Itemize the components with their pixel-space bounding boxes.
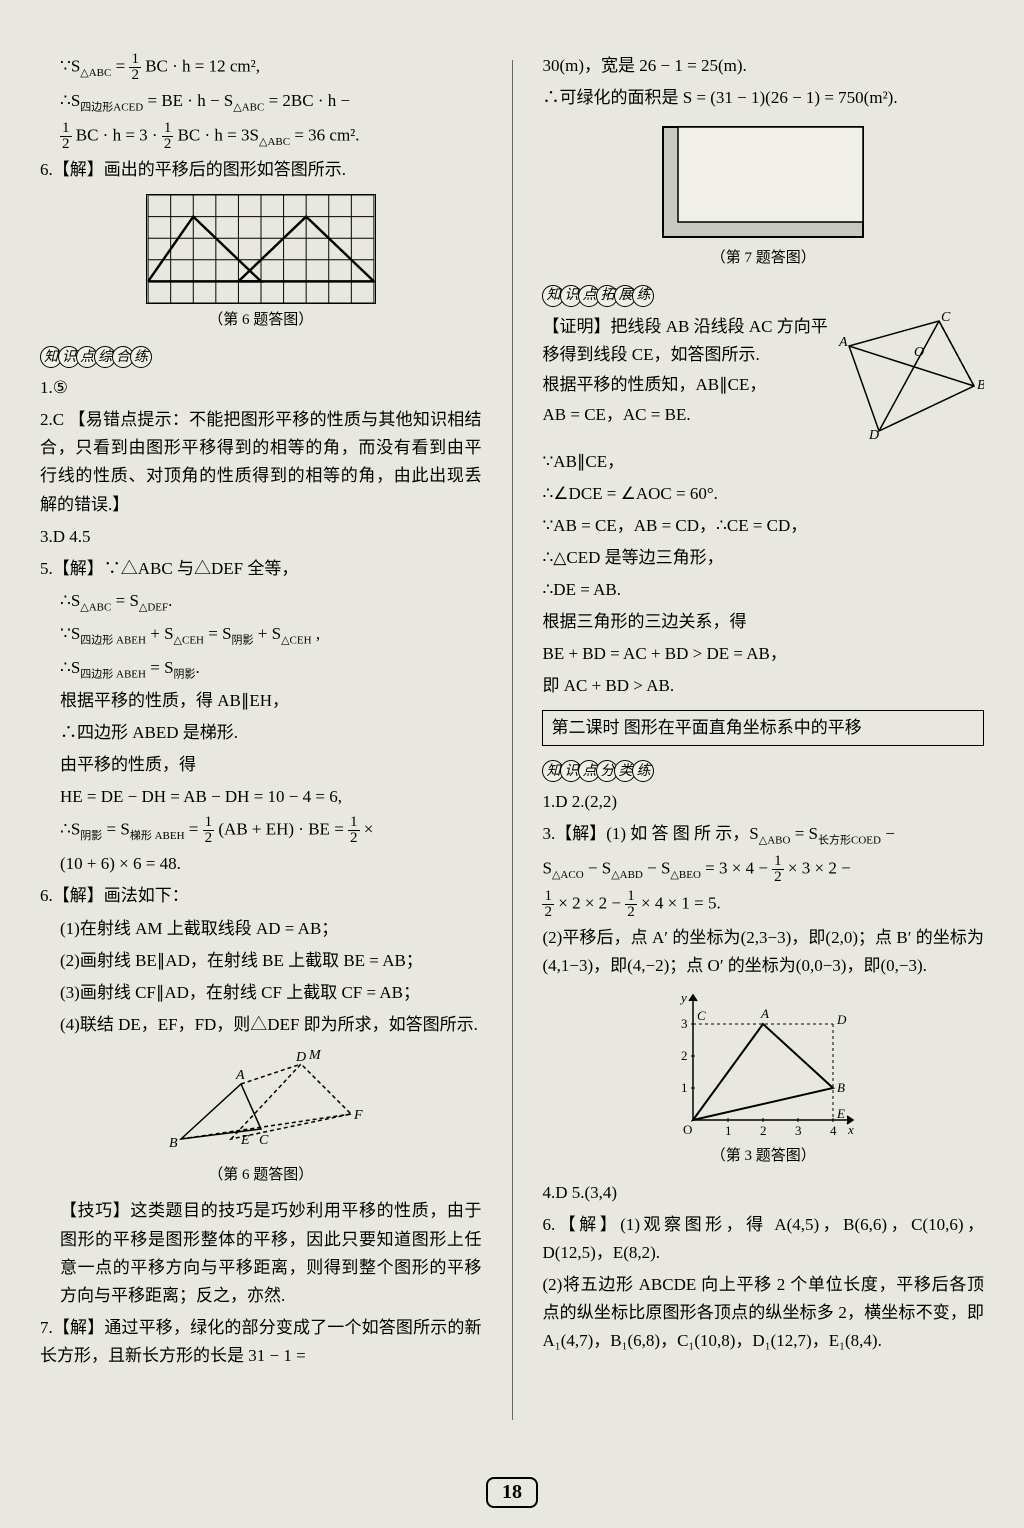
svg-text:C: C xyxy=(941,311,951,325)
b1: 1.D 2.(2,2) xyxy=(542,788,984,816)
section-badge-1: 知 识 点 综 合 练 xyxy=(40,346,482,368)
section-badge-3: 知 识 点 分 类 练 xyxy=(542,760,984,782)
p8: ∴DE = AB. xyxy=(542,576,984,604)
ans-1: 1.⑤ xyxy=(40,374,482,402)
proof-block: 【证明】把线段 AB 沿线段 AC 方向平移得到线段 CE，如答图所示. 根据平… xyxy=(542,311,984,446)
q6-text: 6.【解】画出的平移后的图形如答图所示. xyxy=(40,156,482,184)
column-divider xyxy=(512,60,513,1420)
figure-caption: （第 6 题答图） xyxy=(208,1163,313,1188)
ans-7: 7.【解】通过平移，绿化的部分变成了一个如答图所示的新长方形，且新长方形的长是 … xyxy=(40,1314,482,1370)
ans-5-7: 由平移的性质，得 xyxy=(40,751,482,779)
svg-text:2: 2 xyxy=(681,1048,688,1063)
left-column: ∵S△ABC = 12 BC · h = 12 cm², ∴S四边形ACED =… xyxy=(40,50,482,1430)
ans-5-4: ∴S四边形 ABEH = S阴影. xyxy=(40,654,482,684)
b3h: (2)平移后，点 A′ 的坐标为(2,3−3)，即(2,0)；点 B′ 的坐标为… xyxy=(542,924,984,980)
svg-text:F: F xyxy=(353,1108,363,1123)
svg-text:D: D xyxy=(295,1050,306,1065)
section-title: 第二课时 图形在平面直角坐标系中的平移 xyxy=(542,710,984,746)
svg-text:D: D xyxy=(868,428,879,443)
page-number: 18 xyxy=(486,1477,538,1508)
ans-5-3: ∵S四边形 ABEH + S△CEH = S阴影 + S△CEH , xyxy=(40,620,482,650)
b3-line2: S△ACO − S△ABD − S△BEO = 3 × 4 − 12 × 3 ×… xyxy=(542,854,984,885)
svg-text:A: A xyxy=(760,1006,769,1021)
ans-5-6: ∴四边形 ABED 是梯形. xyxy=(40,719,482,747)
figure-3: 1 2 3 4 1 2 3 O x y A B C D E （第 3 题答图 xyxy=(542,990,984,1169)
eq-line: ∵S△ABC = 12 BC · h = 12 cm², xyxy=(40,52,482,83)
svg-text:1: 1 xyxy=(681,1080,688,1095)
figure-7: （第 7 题答图） xyxy=(542,122,984,271)
figure-caption: （第 7 题答图） xyxy=(711,246,816,271)
rect-svg xyxy=(658,122,868,242)
svg-text:C: C xyxy=(697,1008,706,1023)
svg-text:A: A xyxy=(235,1068,245,1083)
svg-text:y: y xyxy=(679,990,687,1005)
svg-text:D: D xyxy=(836,1012,847,1027)
figure-caption: （第 3 题答图） xyxy=(711,1144,816,1169)
r2: ∴可绿化的面积是 S = (31 − 1)(26 − 1) = 750(m²). xyxy=(542,84,984,112)
eq-line: 12 BC · h = 3 · 12 BC · h = 3S△ABC = 36 … xyxy=(40,121,482,152)
r1: 30(m)，宽是 26 − 1 = 25(m). xyxy=(542,52,984,80)
ans-5-10: (10 + 6) × 6 = 48. xyxy=(40,850,482,878)
p11: 即 AC + BD > AB. xyxy=(542,672,984,700)
svg-text:E: E xyxy=(240,1133,250,1148)
b6-2: (2)将五边形 ABCDE 向上平移 2 个单位长度，平移后各顶点的纵坐标比原图… xyxy=(542,1271,984,1355)
ans-6-5: (4)联结 DE，EF，FD，则△DEF 即为所求，如答图所示. xyxy=(40,1011,482,1039)
ans-6-4: (3)画射线 CF∥AD，在射线 CF 上截取 CF = AB； xyxy=(40,979,482,1007)
ans-6-3: (2)画射线 BE∥AD，在射线 BE 上截取 BE = AB； xyxy=(40,947,482,975)
figure-caption: （第 6 题答图） xyxy=(208,308,313,333)
p6: ∵AB = CE，AB = CD，∴CE = CD， xyxy=(542,512,984,540)
right-column: 30(m)，宽是 26 − 1 = 25(m). ∴可绿化的面积是 S = (3… xyxy=(542,50,984,1430)
ans-3: 3.D 4.5 xyxy=(40,523,482,551)
ans-5-9: ∴S阴影 = S梯形 ABEH = 12 (AB + EH) · BE = 12… xyxy=(40,815,482,846)
svg-text:B: B xyxy=(837,1080,845,1095)
svg-text:3: 3 xyxy=(795,1123,802,1138)
p3: AB = CE，AC = BE. xyxy=(542,401,828,429)
svg-text:x: x xyxy=(847,1122,854,1137)
svg-text:O: O xyxy=(914,345,924,360)
ans-6-2: (1)在射线 AM 上截取线段 AD = AB； xyxy=(40,915,482,943)
grid-svg xyxy=(146,194,376,304)
eq-line: ∴S四边形ACED = BE · h − S△ABC = 2BC · h − xyxy=(40,87,482,117)
p4: ∵AB∥CE， xyxy=(542,448,984,476)
svg-text:E: E xyxy=(836,1106,845,1121)
svg-text:3: 3 xyxy=(681,1016,688,1031)
svg-text:B: B xyxy=(977,378,984,393)
p9: 根据三角形的三边关系，得 xyxy=(542,608,984,636)
ans-5-2: ∴S△ABC = S△DEF. xyxy=(40,587,482,617)
svg-text:O: O xyxy=(683,1122,692,1137)
svg-text:4: 4 xyxy=(830,1123,837,1138)
p10: BE + BD = AC + BD > DE = AB， xyxy=(542,640,984,668)
b4: 4.D 5.(3,4) xyxy=(542,1179,984,1207)
figure-6b: A B C D E F M （第 6 题答图） xyxy=(40,1049,482,1188)
svg-text:C: C xyxy=(259,1133,269,1148)
tri-svg: A B C D E F M xyxy=(151,1049,371,1159)
p2: 根据平移的性质知，AB∥CE， xyxy=(542,371,828,399)
ans-5-8: HE = DE − DH = AB − DH = 10 − 4 = 6, xyxy=(40,783,482,811)
ans-5-1: 5.【解】∵△ABC 与△DEF 全等， xyxy=(40,555,482,583)
ans-2: 2.C 【易错点提示：不能把图形平移的性质与其他知识相结合，只看到由图形平移得到… xyxy=(40,406,482,518)
coord-chart: 1 2 3 4 1 2 3 O x y A B C D E xyxy=(663,990,863,1140)
tip-text: 【技巧】这类题目的技巧是巧妙利用平移的性质，由于图形的平移是图形整体的平移，因此… xyxy=(40,1197,482,1309)
b6-1: 6.【解】(1)观察图形，得 A(4,5)，B(6,6)，C(10,6)，D(1… xyxy=(542,1211,984,1267)
b3-line1: 3.【解】(1) 如 答 图 所 示，S△ABO = S长方形COED − xyxy=(542,820,984,850)
figure-6: （第 6 题答图） xyxy=(40,194,482,333)
svg-text:A: A xyxy=(838,335,848,350)
b3-line3: 12 × 2 × 2 − 12 × 4 × 1 = 5. xyxy=(542,889,984,920)
ans-5-5: 根据平移的性质，得 AB∥EH， xyxy=(40,687,482,715)
triangle-fig: A B C D O xyxy=(834,311,984,446)
svg-text:B: B xyxy=(169,1136,178,1151)
p5: ∴∠DCE = ∠AOC = 60°. xyxy=(542,480,984,508)
page-columns: ∵S△ABC = 12 BC · h = 12 cm², ∴S四边形ACED =… xyxy=(40,50,984,1430)
section-badge-2: 知 识 点 拓 展 练 xyxy=(542,285,984,307)
p1: 【证明】把线段 AB 沿线段 AC 方向平移得到线段 CE，如答图所示. xyxy=(542,313,828,369)
p7: ∴△CED 是等边三角形， xyxy=(542,544,984,572)
svg-text:2: 2 xyxy=(760,1123,767,1138)
ans-6-1: 6.【解】画法如下： xyxy=(40,882,482,910)
svg-text:1: 1 xyxy=(725,1123,732,1138)
svg-text:M: M xyxy=(308,1049,322,1063)
